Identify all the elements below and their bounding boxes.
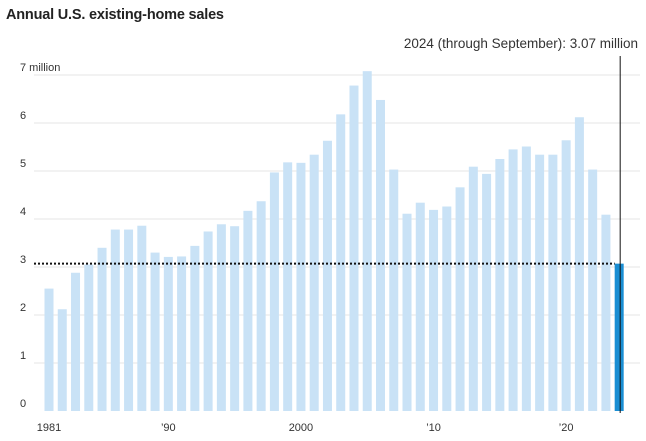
bar-1981	[44, 288, 54, 411]
x-tick-label: ’90	[161, 422, 176, 434]
bar-1986	[110, 229, 120, 411]
x-axis-tick-labels: 1981 ’90 2000 ’10 ’20	[37, 422, 574, 434]
bar-1996	[243, 210, 253, 411]
bar-2009	[415, 202, 425, 411]
y-tick-label: 7 million	[20, 62, 60, 74]
bar-1990	[163, 256, 173, 411]
bar-2010	[429, 209, 439, 411]
bar-highlight-2024	[614, 263, 624, 411]
y-tick-label: 6	[20, 110, 26, 122]
bar-1992	[190, 245, 200, 411]
bar-1983	[71, 272, 81, 411]
bar-1989	[150, 252, 160, 411]
y-tick-label: 5	[20, 158, 26, 170]
bar-2016	[508, 149, 518, 411]
bar-2012	[455, 187, 465, 411]
bar-2005	[362, 71, 372, 411]
bar-1998	[269, 172, 279, 411]
bar-1985	[97, 247, 107, 411]
x-tick-label: 2000	[289, 422, 313, 434]
x-tick-label: ’10	[426, 422, 441, 434]
bar-1995	[230, 226, 240, 411]
bar-2022	[588, 169, 598, 411]
annotation-layer: 2024 (through September): 3.07 million	[404, 36, 638, 413]
bar-1993	[203, 231, 213, 411]
bar-1994	[216, 224, 226, 411]
y-tick-label: 1	[20, 350, 26, 362]
bar-2003	[336, 114, 346, 412]
bar-2015	[495, 159, 505, 411]
bar-2007	[389, 169, 399, 411]
bars	[44, 71, 624, 412]
bar-2013	[468, 166, 478, 411]
bar-2017	[521, 146, 531, 411]
y-tick-label: 2	[20, 302, 26, 314]
bar-1997	[256, 201, 266, 411]
bar-1987	[124, 229, 134, 411]
bar-1984	[84, 264, 94, 411]
y-tick-label: 3	[20, 254, 26, 266]
y-axis-tick-labels: 0 1 2 3 4 5 6 7 million	[20, 62, 60, 410]
bar-2023	[601, 214, 611, 411]
annotation-label: 2024 (through September): 3.07 million	[404, 36, 638, 51]
bar-2011	[442, 206, 452, 411]
bar-2000	[296, 162, 306, 411]
y-tick-label: 0	[20, 398, 26, 410]
bar-2019	[548, 154, 558, 411]
chart-title: Annual U.S. existing-home sales	[6, 7, 224, 23]
bar-1982	[57, 309, 67, 411]
bar-1999	[283, 162, 293, 411]
bar-1988	[137, 225, 147, 411]
y-tick-label: 4	[20, 206, 26, 218]
bar-2014	[482, 173, 492, 411]
bar-2008	[402, 213, 412, 411]
x-tick-label: 1981	[37, 422, 61, 434]
bar-2002	[322, 140, 332, 411]
bar-1991	[177, 256, 187, 411]
bar-2001	[309, 154, 319, 411]
x-tick-label: ’20	[559, 422, 574, 434]
bar-2004	[349, 85, 359, 411]
bar-2006	[376, 99, 385, 412]
bar-2018	[535, 154, 545, 411]
bar-2020	[561, 140, 571, 411]
